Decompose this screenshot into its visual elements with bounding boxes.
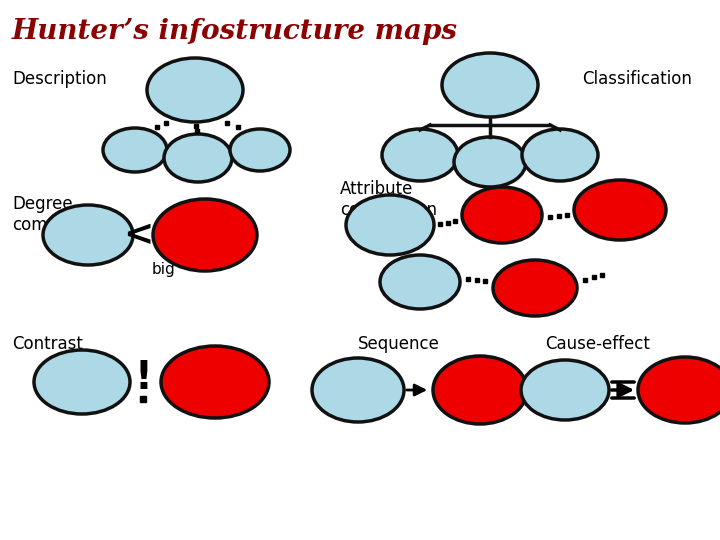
Ellipse shape bbox=[638, 357, 720, 423]
Ellipse shape bbox=[43, 205, 133, 265]
Ellipse shape bbox=[230, 129, 290, 171]
Text: Cause-effect: Cause-effect bbox=[545, 335, 650, 353]
Ellipse shape bbox=[312, 358, 404, 422]
Text: <: < bbox=[123, 218, 153, 252]
Ellipse shape bbox=[147, 58, 243, 122]
Ellipse shape bbox=[521, 360, 609, 420]
Ellipse shape bbox=[380, 255, 460, 309]
Ellipse shape bbox=[164, 134, 232, 182]
Text: Attribute
comparison: Attribute comparison bbox=[340, 180, 437, 219]
Ellipse shape bbox=[382, 129, 458, 181]
Text: big: big bbox=[152, 262, 176, 277]
Ellipse shape bbox=[493, 260, 577, 316]
Text: Contrast: Contrast bbox=[12, 335, 83, 353]
Ellipse shape bbox=[161, 346, 269, 418]
Ellipse shape bbox=[454, 137, 526, 187]
Ellipse shape bbox=[574, 180, 666, 240]
Ellipse shape bbox=[103, 128, 167, 172]
Ellipse shape bbox=[153, 199, 257, 271]
Text: Degree
comparison: Degree comparison bbox=[12, 195, 109, 234]
Ellipse shape bbox=[433, 356, 527, 424]
Ellipse shape bbox=[346, 195, 434, 255]
Text: Sequence: Sequence bbox=[358, 335, 440, 353]
Ellipse shape bbox=[462, 187, 542, 243]
Text: Hunter’s infostructure maps: Hunter’s infostructure maps bbox=[12, 18, 458, 45]
Text: !: ! bbox=[134, 359, 152, 397]
Ellipse shape bbox=[34, 350, 130, 414]
Text: Description: Description bbox=[12, 70, 107, 88]
Text: Classification: Classification bbox=[582, 70, 692, 88]
Ellipse shape bbox=[442, 53, 538, 117]
Ellipse shape bbox=[522, 129, 598, 181]
